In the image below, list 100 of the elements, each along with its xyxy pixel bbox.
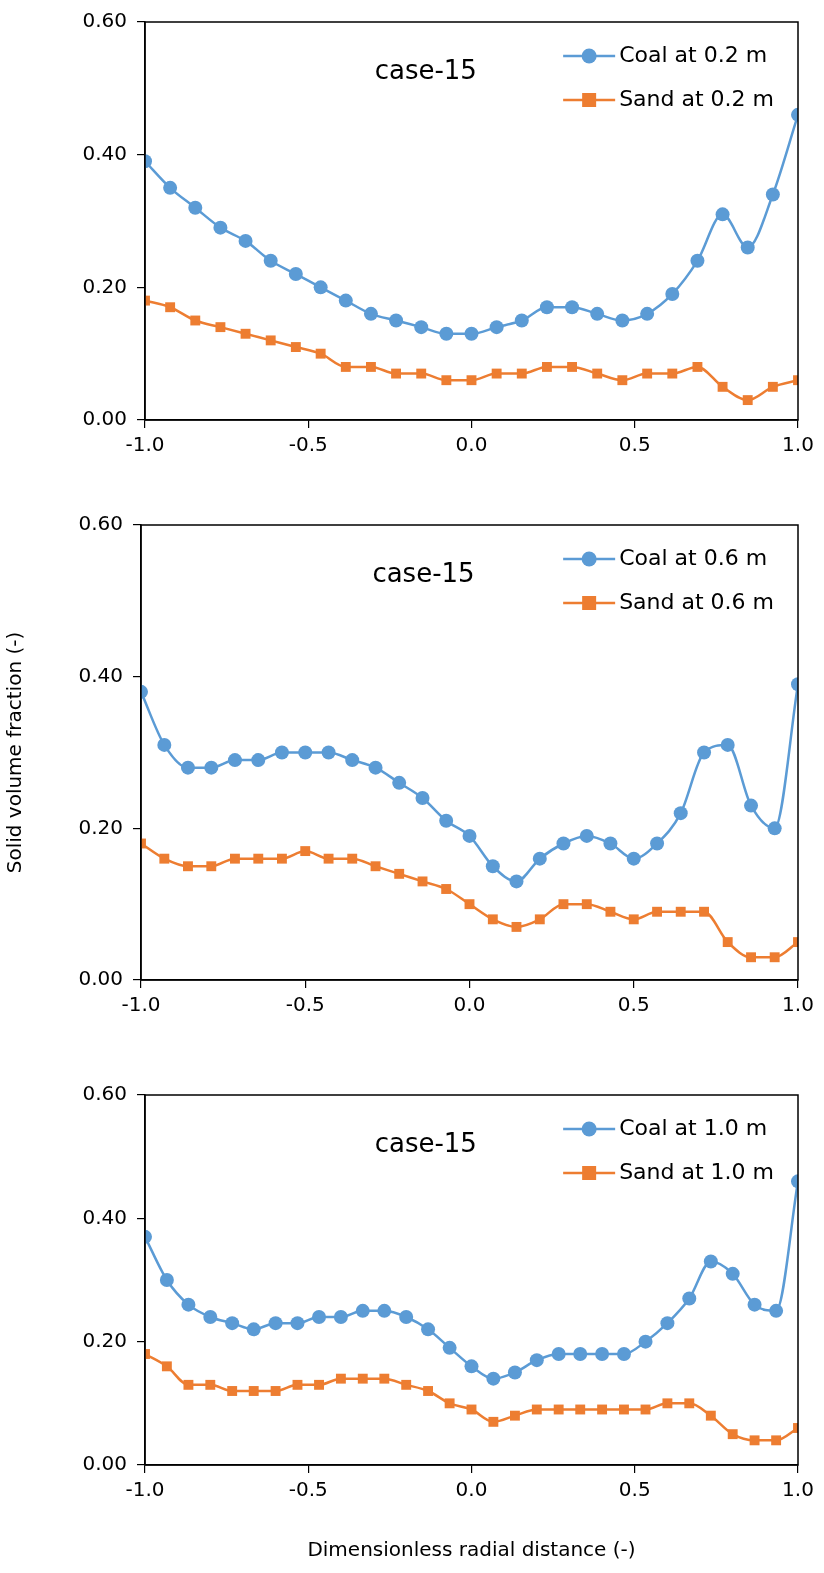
y-tick-label: 0.60 — [82, 8, 127, 33]
point — [742, 395, 753, 406]
point — [439, 813, 454, 828]
point — [298, 745, 313, 760]
point — [315, 348, 326, 359]
point — [183, 1379, 194, 1390]
point — [619, 1404, 629, 1415]
point — [769, 952, 780, 963]
point — [652, 906, 663, 917]
point — [541, 361, 552, 372]
point — [553, 1404, 564, 1415]
x-tick-label: 0.5 — [618, 432, 651, 457]
point — [727, 1429, 738, 1440]
y-tick-label: 0.00 — [82, 406, 127, 431]
point — [163, 180, 178, 195]
point — [263, 253, 278, 268]
y-tick-label: 0.00 — [78, 966, 123, 991]
point — [215, 322, 226, 333]
point — [692, 361, 703, 372]
point — [288, 267, 303, 282]
point — [509, 874, 524, 889]
point — [640, 306, 655, 321]
point — [464, 1359, 479, 1374]
point — [314, 1379, 324, 1390]
point — [276, 853, 287, 864]
point — [638, 1334, 653, 1349]
point — [725, 1266, 740, 1281]
point — [292, 1379, 303, 1390]
legend-label: Coal at 0.6 m — [619, 544, 768, 570]
x-tick-label: 0.5 — [617, 992, 650, 1017]
annotation: case-15 — [374, 54, 477, 85]
point — [765, 187, 780, 202]
point — [567, 361, 578, 372]
x-tick-label: 0.0 — [453, 992, 486, 1017]
point — [551, 1347, 566, 1361]
annotation: case-15 — [372, 557, 475, 588]
point — [365, 361, 376, 372]
point — [290, 1316, 305, 1331]
y-tick-label: 0.40 — [78, 662, 123, 687]
point — [485, 859, 500, 874]
point — [392, 775, 407, 790]
point — [416, 368, 427, 379]
point — [514, 313, 529, 328]
point — [225, 1316, 240, 1331]
x-tick-label: 0.5 — [618, 1477, 651, 1502]
point — [204, 760, 219, 775]
x-tick-label: 0.0 — [455, 1477, 488, 1502]
point — [159, 1273, 174, 1287]
point — [300, 846, 311, 857]
point — [489, 320, 504, 335]
point — [439, 326, 454, 341]
annotation: case-15 — [374, 1127, 477, 1158]
point — [715, 207, 730, 222]
point — [597, 1404, 608, 1415]
y-axis-title: Solid volume fraction (-) — [2, 631, 27, 874]
point — [717, 381, 728, 392]
point — [188, 200, 203, 215]
point — [662, 1398, 673, 1409]
point — [558, 899, 569, 910]
y-tick-label: 0.20 — [82, 273, 127, 298]
legend-label: Coal at 1.0 m — [619, 1114, 768, 1140]
point — [394, 868, 405, 879]
point — [705, 1410, 716, 1421]
point — [464, 899, 475, 910]
point — [509, 1410, 520, 1421]
point — [389, 313, 404, 328]
point — [401, 1379, 412, 1390]
point — [532, 851, 547, 866]
y-tick-label: 0.20 — [82, 1327, 127, 1352]
point — [290, 342, 301, 352]
point — [565, 300, 580, 315]
point — [161, 1361, 172, 1372]
point — [697, 745, 712, 760]
x-tick-label: -0.5 — [285, 992, 325, 1017]
point — [181, 1297, 196, 1312]
point — [441, 375, 452, 386]
x-tick-label: -1.0 — [125, 1477, 165, 1502]
x-tick-label: 0.0 — [455, 432, 488, 457]
point — [391, 368, 402, 379]
point — [240, 328, 251, 339]
point — [531, 1404, 542, 1415]
point — [699, 906, 709, 917]
point — [767, 821, 782, 836]
legend-label: Sand at 1.0 m — [619, 1158, 774, 1184]
point — [321, 745, 336, 760]
point — [616, 1347, 631, 1361]
point — [617, 375, 628, 386]
point — [747, 1297, 762, 1312]
point — [347, 853, 358, 864]
point — [417, 876, 428, 887]
point — [355, 1303, 370, 1318]
point — [650, 836, 665, 851]
point — [665, 286, 680, 301]
point — [556, 836, 571, 851]
point — [205, 1379, 216, 1390]
point — [363, 306, 378, 321]
point — [313, 280, 328, 295]
point — [673, 806, 688, 821]
point — [227, 1386, 238, 1396]
x-tick-label: 1.0 — [782, 432, 814, 457]
